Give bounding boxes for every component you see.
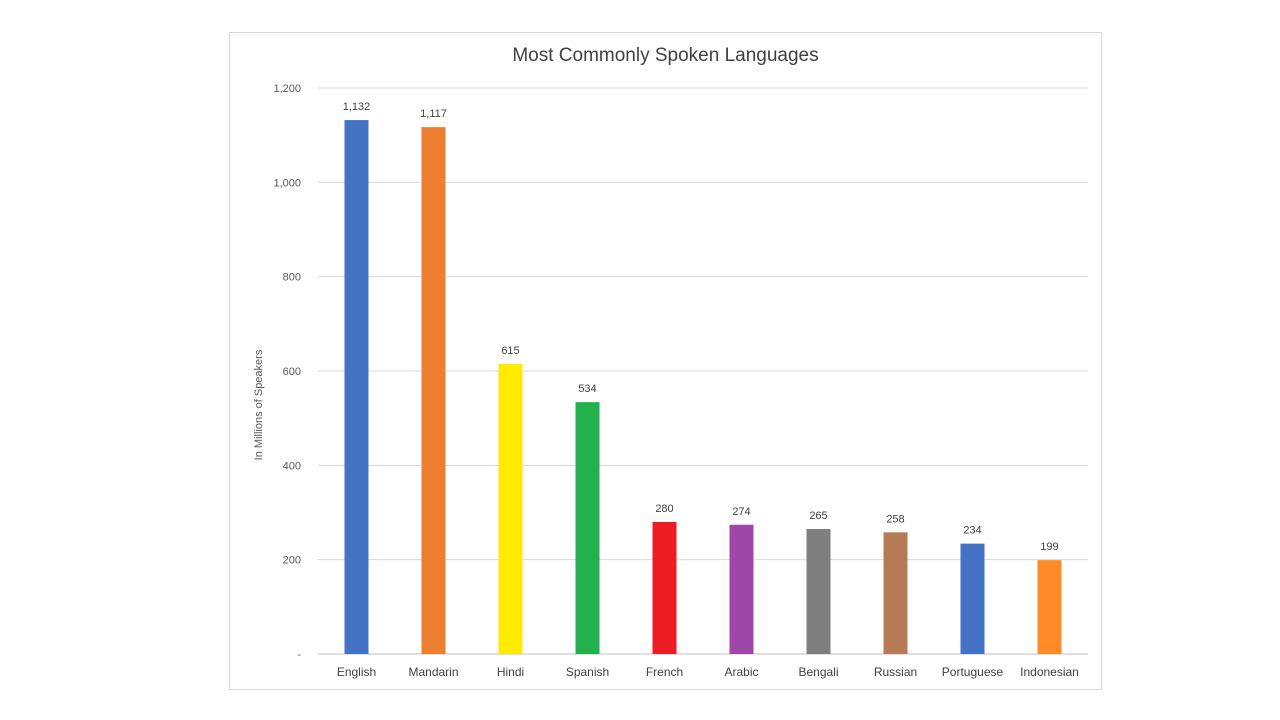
chart-title: Most Commonly Spoken Languages [512,45,819,66]
y-axis-label: In Millions of Speakers [253,349,265,461]
chart-area: Most Commonly Spoken Languages In Millio… [229,32,1102,690]
